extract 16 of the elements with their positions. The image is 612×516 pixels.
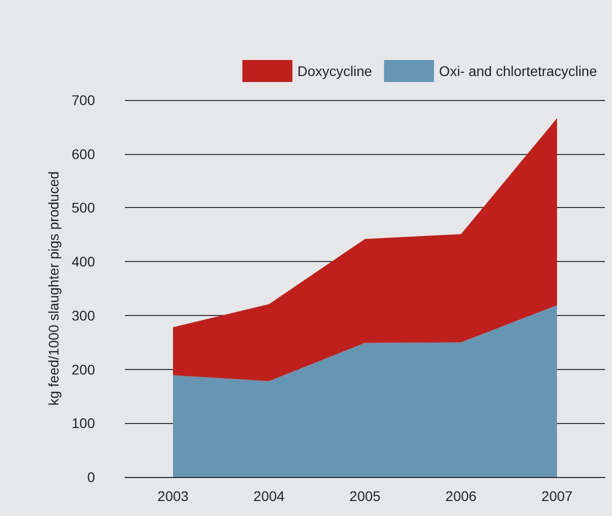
y-tick-label: 700 [72,92,96,108]
x-tick-label: 2006 [445,488,477,504]
x-tick-label: 2004 [253,488,285,504]
y-tick-label: 500 [72,200,96,216]
y-tick-label: 300 [72,307,96,324]
y-tick-label: 100 [72,415,96,432]
legend-label: Doxycycline [297,63,372,79]
x-tick-label: 2007 [541,488,573,504]
y-tick-label: 200 [72,361,96,378]
y-tick-label: 400 [72,254,96,270]
y-tick-label: 0 [87,469,96,485]
x-tick-label: 2003 [157,488,189,504]
x-tick-label: 2005 [349,488,381,504]
y-tick-label: 600 [72,146,96,162]
legend-label: Oxi- and chlortetracycline [439,63,598,79]
y-axis-title: kg feed/1000 slaughter pigs produced [46,171,62,406]
